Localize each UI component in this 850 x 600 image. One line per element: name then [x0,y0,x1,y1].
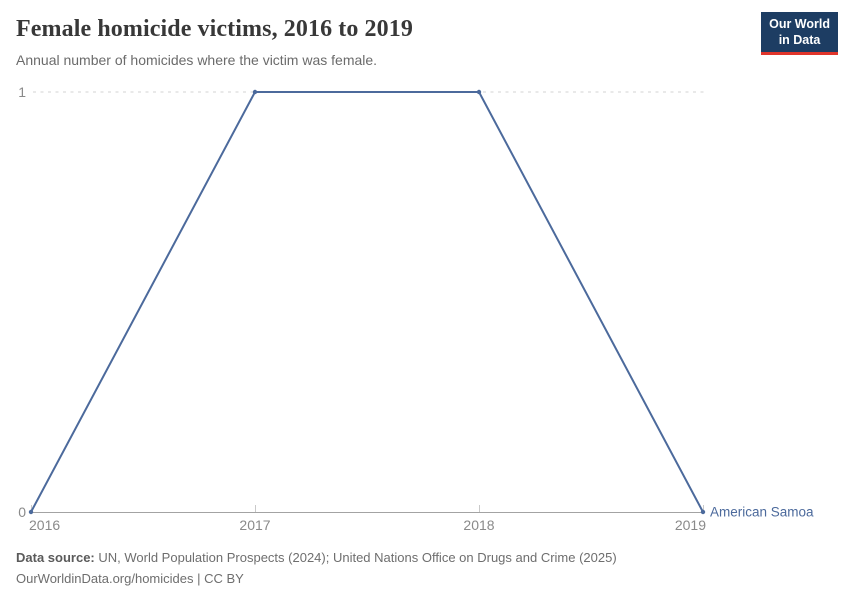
data-source-label: Data source: [16,550,95,565]
data-source-text: UN, World Population Prospects (2024); U… [94,550,617,565]
x-tick-label: 2016 [29,517,60,533]
page-title: Female homicide victims, 2016 to 2019 [16,16,413,42]
x-tick-label: 2018 [463,517,494,533]
owid-logo-line1: Our World [769,17,830,31]
y-tick-label: 1 [18,84,26,100]
owid-logo-line2: in Data [778,32,821,47]
data-point [476,89,482,95]
page-subtitle: Annual number of homicides where the vic… [16,52,378,68]
data-point [252,89,258,95]
x-tick-label: 2019 [675,517,706,533]
data-line[interactable] [30,91,704,513]
x-tick-label: 2017 [239,517,270,533]
footer-link-line[interactable]: OurWorldinData.org/homicides | CC BY [16,571,244,586]
line-chart: 0 1 2016 2017 2018 2019 American Samoa [0,80,850,540]
chart-svg: 0 1 2016 2017 2018 2019 American Samoa [18,84,814,533]
entity-label[interactable]: American Samoa [710,505,814,520]
data-point [700,509,706,515]
chart-footer: Data source: UN, World Population Prospe… [16,547,617,589]
y-tick-label: 0 [18,504,26,520]
data-source-line: Data source: UN, World Population Prospe… [16,547,617,568]
data-point [28,509,34,515]
owid-logo[interactable]: Our World in Data [761,12,838,56]
